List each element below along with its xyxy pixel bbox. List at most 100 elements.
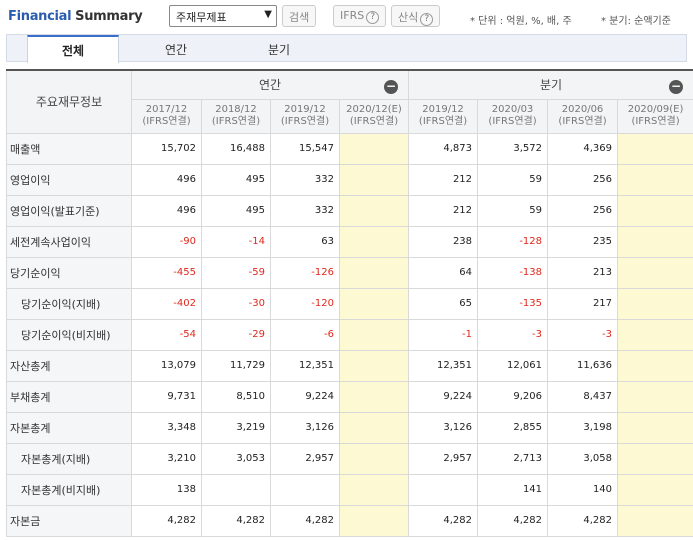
- value-cell: 8,510: [201, 380, 271, 413]
- financial-summary-table: 주요재무정보 연간 − 분기 − 2017/12 (IFRS연결) 2018/12(…: [6, 69, 693, 537]
- row-label[interactable]: 매출액: [6, 132, 132, 165]
- row-label[interactable]: 당기순이익(비지배): [6, 318, 132, 351]
- table-row: 자본총계(지배) 3,210 3,053 2,957 2,957 2,713 3,058: [6, 442, 693, 475]
- collapse-quarterly-icon[interactable]: −: [669, 79, 684, 94]
- value-cell: [338, 225, 410, 258]
- value-cell: 138: [131, 473, 202, 506]
- formula-button-label: 산식: [398, 11, 419, 24]
- period-header: 2019/12 (IFRS연결): [408, 98, 479, 134]
- row-label[interactable]: 세전계속사업이익: [6, 225, 132, 258]
- basis-label: (IFRS연결): [488, 116, 537, 127]
- title-part1: Financial: [8, 9, 72, 24]
- value-cell: [617, 163, 693, 196]
- search-button-label: 검색: [289, 11, 310, 24]
- value-cell: -29: [201, 318, 271, 351]
- value-cell: 64: [408, 256, 479, 289]
- row-label[interactable]: 자산총계: [6, 349, 132, 382]
- value-cell: -138: [477, 256, 549, 289]
- quarterly-group-label: 분기: [540, 78, 563, 93]
- basis-label: (IFRS연결): [349, 116, 399, 127]
- row-label[interactable]: 영업이익(발표기준): [6, 194, 132, 227]
- period-header: 2017/12 (IFRS연결): [131, 98, 202, 134]
- value-cell: -128: [477, 225, 549, 258]
- value-cell: 11,636: [547, 349, 619, 382]
- table-row: 당기순이익 -455 -59 -126 64 -138 213: [6, 256, 693, 289]
- value-cell: 4,282: [408, 504, 479, 537]
- value-cell: 12,351: [270, 349, 340, 382]
- period-header: 2020/09(E) (IFRS연결): [617, 98, 693, 134]
- statement-type-select[interactable]: 주재무제표 ▼: [169, 5, 277, 27]
- statement-type-value: 주재무제표: [176, 11, 227, 24]
- value-cell: [617, 411, 693, 444]
- value-cell: [338, 411, 410, 444]
- tab-annual[interactable]: 연간: [164, 43, 188, 57]
- top-bar: Financial Summary 주재무제표 ▼ 검색 IFRS? 산식? *…: [0, 0, 693, 34]
- value-cell: 3,126: [408, 411, 479, 444]
- value-cell: [617, 194, 693, 227]
- value-cell: 8,437: [547, 380, 619, 413]
- search-button[interactable]: 검색: [282, 5, 317, 27]
- value-cell: 65: [408, 287, 479, 320]
- value-cell: 9,224: [270, 380, 340, 413]
- value-cell: -402: [131, 287, 202, 320]
- tab-all[interactable]: 전체: [27, 35, 119, 63]
- period-label: 2019/12: [422, 104, 464, 115]
- period-header: 2020/12(E) (IFRS연결): [338, 98, 410, 134]
- table-row: 자본총계 3,348 3,219 3,126 3,126 2,855 3,198: [6, 411, 693, 444]
- value-cell: 3,198: [547, 411, 619, 444]
- row-label[interactable]: 자본총계(비지배): [6, 473, 132, 506]
- ifrs-button[interactable]: IFRS?: [333, 5, 387, 27]
- value-cell: [338, 473, 410, 506]
- row-label[interactable]: 부채총계: [6, 380, 132, 413]
- value-cell: 12,061: [477, 349, 549, 382]
- value-cell: [617, 349, 693, 382]
- value-cell: 217: [547, 287, 619, 320]
- period-header-row: 2017/12 (IFRS연결) 2018/12 (IFRS연결) 2019/12 (IF…: [7, 98, 693, 134]
- period-header: 2020/06 (IFRS연결): [547, 98, 619, 134]
- value-cell: 9,206: [477, 380, 549, 413]
- row-label[interactable]: 자본금: [6, 504, 132, 537]
- value-cell: 4,282: [547, 504, 619, 537]
- value-cell: [338, 163, 410, 196]
- value-cell: 4,282: [131, 504, 202, 537]
- table-row: 영업이익(발표기준) 496 495 332 212 59 256: [6, 194, 693, 227]
- table-body: 매출액 15,702 16,488 15,547 4,873 3,572 4,369 영업이익…: [6, 132, 693, 537]
- annual-group-label: 연간: [258, 78, 282, 93]
- value-cell: 213: [547, 256, 619, 289]
- row-label[interactable]: 자본총계: [6, 411, 132, 444]
- period-label: 2017/12: [145, 104, 188, 115]
- value-cell: -14: [201, 225, 271, 258]
- value-cell: 3,219: [201, 411, 271, 444]
- unit-note: * 단위 : 억원, %, 배, 주: [470, 16, 572, 27]
- ifrs-button-label: IFRS: [340, 9, 365, 22]
- tab-quarterly[interactable]: 분기: [267, 43, 291, 57]
- row-label[interactable]: 당기순이익: [6, 256, 132, 289]
- basis-label: (IFRS연결): [142, 116, 191, 127]
- value-cell: 238: [408, 225, 479, 258]
- period-label: 2020/12(E): [346, 104, 402, 115]
- table-row: 자본금 4,282 4,282 4,282 4,282 4,282 4,282: [6, 504, 693, 537]
- value-cell: [338, 287, 410, 320]
- row-label[interactable]: 당기순이익(지배): [6, 287, 132, 320]
- table-row: 매출액 15,702 16,488 15,547 4,873 3,572 4,369: [6, 132, 693, 165]
- value-cell: 495: [201, 163, 271, 196]
- row-label[interactable]: 영업이익: [6, 163, 132, 196]
- value-cell: [270, 473, 340, 506]
- row-label[interactable]: 자본총계(지배): [6, 442, 132, 475]
- title-part2: Summary: [75, 9, 143, 24]
- basis-label: (IFRS연결): [558, 116, 607, 127]
- value-cell: -59: [201, 256, 271, 289]
- table-row: 자본총계(비지배) 138 141 140: [6, 473, 693, 506]
- item-column-header: 주요재무정보: [6, 69, 132, 134]
- value-cell: [617, 225, 693, 258]
- value-cell: 2,855: [477, 411, 549, 444]
- help-icon: ?: [366, 11, 380, 24]
- value-cell: [201, 473, 271, 506]
- value-cell: 2,957: [408, 442, 479, 475]
- value-cell: 63: [270, 225, 340, 258]
- value-cell: 2,713: [477, 442, 549, 475]
- collapse-annual-icon[interactable]: −: [384, 79, 399, 94]
- basis-label: (IFRS연결): [631, 116, 680, 127]
- formula-button[interactable]: 산식?: [391, 5, 441, 27]
- value-cell: 15,547: [270, 132, 340, 165]
